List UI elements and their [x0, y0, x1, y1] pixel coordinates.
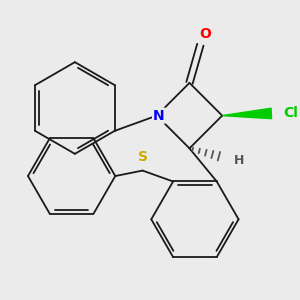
Text: O: O	[199, 27, 211, 41]
Polygon shape	[222, 108, 272, 119]
Text: H: H	[233, 154, 244, 167]
Text: Cl: Cl	[284, 106, 298, 120]
Text: N: N	[153, 109, 165, 123]
Text: S: S	[137, 151, 148, 164]
